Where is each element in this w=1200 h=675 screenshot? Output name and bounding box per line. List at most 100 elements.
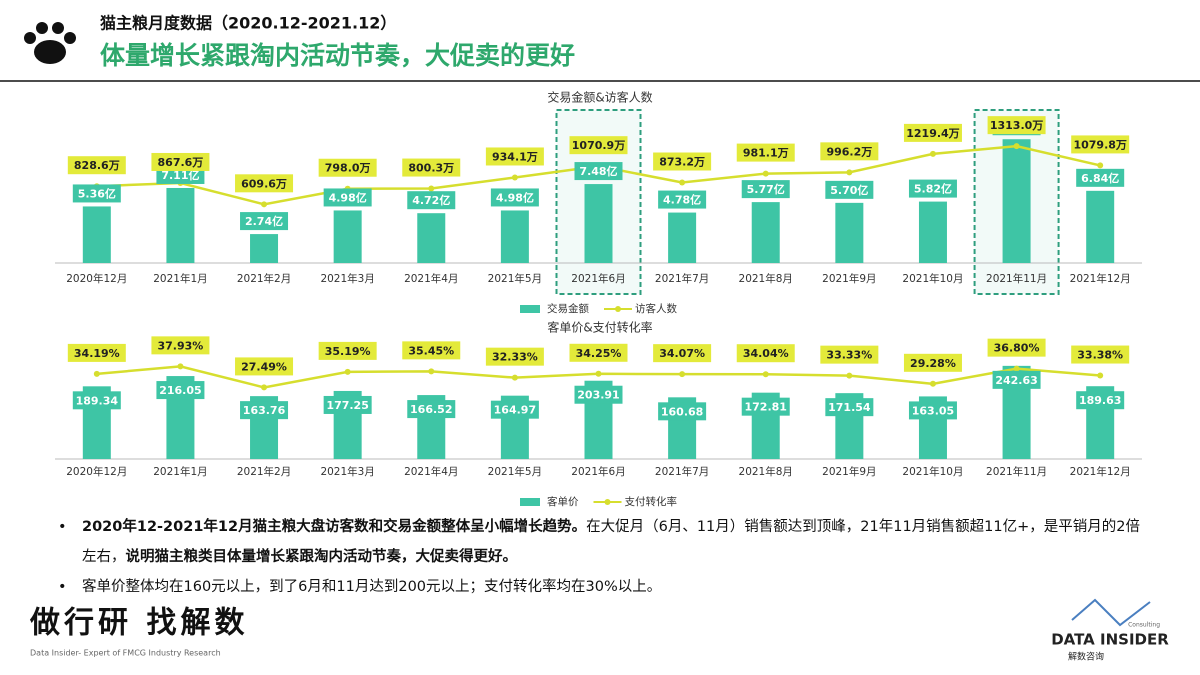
bar (1086, 190, 1115, 263)
bar (333, 210, 362, 263)
bar-label: 7.11亿 (161, 168, 199, 182)
bar-label-bg (741, 397, 790, 416)
bar-label-bg (490, 400, 539, 419)
line-label: 981.1万 (743, 147, 789, 160)
x-tick-label: 2021年5月 (488, 465, 542, 478)
x-tick-label: 2021年6月 (571, 465, 625, 478)
bar-label-bg (658, 190, 707, 209)
line-label-bg (235, 357, 294, 376)
bar-label: 4.78亿 (663, 193, 701, 207)
line-label-bg (569, 343, 628, 362)
bar-label: 203.91 (577, 389, 619, 402)
line-dot (261, 201, 268, 208)
x-tick-label: 2020年12月 (66, 465, 127, 478)
line-label-bg (903, 123, 962, 142)
bar (1002, 139, 1031, 263)
paw-icon (24, 22, 76, 64)
bar-label-bg (1076, 391, 1125, 410)
line-label-bg (569, 136, 628, 155)
line-dot (762, 170, 769, 177)
bar-label: 163.05 (912, 404, 954, 417)
bar-label: 7.48亿 (579, 164, 617, 178)
line-dot (1013, 365, 1020, 372)
line-label: 798.0万 (325, 162, 371, 175)
line-label: 36.80% (994, 342, 1040, 355)
line-label-bg (67, 156, 126, 175)
line-label-bg (653, 344, 712, 363)
line-dot (344, 368, 351, 375)
header-title: 体量增长紧跟淘内活动节奏，大促卖的更好 (100, 41, 575, 70)
legend-swatch (520, 498, 540, 506)
bar (417, 213, 446, 263)
line-label-bg (151, 152, 210, 171)
line-label: 1313.0万 (990, 119, 1043, 132)
bar (500, 210, 529, 263)
line-label-bg (903, 353, 962, 372)
bar-label: 172.81 (745, 401, 787, 414)
footer-tagline: Data Insider- Expert of FMCG Industry Re… (30, 649, 221, 658)
legend-label: 支付转化率 (625, 495, 678, 508)
legend-label: 客单价 (547, 495, 579, 508)
bar (250, 234, 279, 263)
line-dot (1097, 162, 1104, 169)
bar-label: 6.84亿 (1081, 171, 1119, 185)
x-tick-label: 2021年2月 (237, 465, 291, 478)
bar-label: 5.70亿 (830, 183, 868, 197)
bar-label: 4.98亿 (496, 190, 534, 204)
line-label-bg (318, 341, 377, 360)
x-tick-label: 2021年6月 (571, 272, 625, 285)
bar (918, 201, 947, 263)
line-dot (428, 368, 435, 375)
bullet: 客单价整体均在160元以上，到了6月和11月达到200元以上；支付转化率均在30… (58, 572, 1148, 602)
bar-label-bg (741, 180, 790, 199)
line-label: 800.3万 (408, 162, 454, 175)
bar-label-bg (574, 162, 623, 181)
chart-title: 客单价&支付转化率 (547, 320, 652, 335)
line-label: 27.49% (241, 360, 287, 373)
bar-label: 189.34 (76, 394, 119, 407)
line-label-bg (653, 152, 712, 171)
bar-label: 4.72亿 (412, 193, 450, 207)
x-tick-label: 2021年3月 (320, 272, 374, 285)
bullet-text: 说明猫主粮类目体量增长紧跟淘内活动节奏，大促卖得更好。 (125, 549, 518, 565)
bullet-text: 2020年12-2021年12月猫主粮大盘访客数和交易金额整体呈小幅增长趋势。 (82, 519, 587, 535)
bar (584, 184, 613, 263)
bar (751, 202, 780, 263)
bar-label: 4.98亿 (329, 190, 367, 204)
bar (82, 206, 111, 263)
bar-label-bg (323, 188, 372, 207)
line-label-bg (485, 147, 544, 166)
x-tick-label: 2021年11月 (986, 465, 1047, 478)
line-label: 1070.9万 (572, 139, 625, 152)
bar-label-bg (825, 180, 874, 199)
x-tick-label: 2021年10月 (902, 272, 963, 285)
line-label-bg (1071, 135, 1130, 154)
line-dot (762, 371, 769, 378)
bar-label: 242.63 (995, 374, 1037, 387)
legend-label: 交易金额 (547, 302, 589, 315)
chart-title: 交易金额&访客人数 (547, 90, 652, 105)
x-tick-label: 2021年4月 (404, 465, 458, 478)
line-label-bg (318, 158, 377, 177)
bar-label-bg (240, 212, 289, 231)
x-tick-label: 2021年12月 (1070, 465, 1131, 478)
line-label-bg (987, 116, 1046, 135)
line-label: 873.2万 (659, 156, 705, 169)
legend-label: 访客人数 (635, 302, 677, 315)
x-tick-label: 2021年8月 (739, 272, 793, 285)
footer-slogan: 做行研 找解数 (29, 606, 248, 641)
line-label: 1219.4万 (906, 127, 959, 140)
bar-label-bg (992, 370, 1041, 389)
line-dot (428, 185, 435, 192)
line-dot (846, 169, 853, 176)
bar-label-bg (1076, 168, 1125, 187)
line-dot (929, 150, 936, 157)
logo-sub: Consulting (1128, 622, 1160, 629)
line-dot (1097, 372, 1104, 379)
bar-label: 2.74亿 (245, 214, 283, 228)
x-tick-label: 2021年10月 (902, 465, 963, 478)
bar-label-bg (908, 179, 957, 198)
bullet-list: 2020年12-2021年12月猫主粮大盘访客数和交易金额整体呈小幅增长趋势。在… (58, 512, 1148, 602)
line-dot (511, 374, 518, 381)
